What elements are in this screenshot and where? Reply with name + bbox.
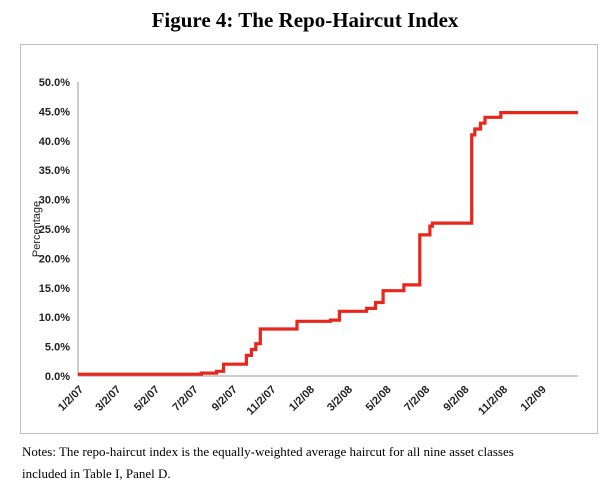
y-axis-label: Percentage [31,201,43,257]
x-tick-label: 3/2/08 [325,384,355,414]
x-tick-label: 9/2/07 [210,384,240,414]
y-tick-label: 35.0% [39,165,70,177]
x-tick-label: 5/2/07 [132,384,162,414]
x-tick-label: 11/2/08 [476,384,510,418]
x-tick-label: 1/2/08 [287,384,317,414]
y-tick-label: 45.0% [39,106,70,118]
y-tick-label: 25.0% [39,224,70,236]
y-tick-label: 20.0% [39,253,70,265]
x-tick-label: 11/2/07 [245,384,279,418]
x-tick-label: 1/2/07 [56,384,86,414]
chart-frame [20,44,598,434]
y-tick-label: 30.0% [39,195,70,207]
x-tick-label: 5/2/08 [364,384,394,414]
y-tick-label: 15.0% [39,283,70,295]
figure-notes: Notes: The repo-haircut index is the equ… [22,441,592,485]
notes-line-1: Notes: The repo-haircut index is the equ… [22,444,514,459]
y-tick-label: 5.0% [45,342,70,354]
x-tick-label: 3/2/07 [93,384,123,414]
chart-title: Figure 4: The Repo-Haircut Index [151,8,459,32]
notes-line-2: included in Table I, Panel D. [22,466,171,481]
x-tick-label: 7/2/07 [171,384,201,414]
y-axis-ticks: 0.0% 5.0% 10.0% 15.0% 20.0% 25.0% 30.0% 35.0% 40… [39,77,70,383]
series-line-repo-haircut-index [78,111,578,376]
y-tick-label: 0.0% [45,371,70,383]
x-tick-label: 7/2/08 [402,384,432,414]
repo-haircut-chart: 0.0% 5.0% 10.0% 15.0% 20.0% 25.0% 30.0% 35.0% 40… [31,77,578,418]
y-tick-label: 10.0% [39,312,70,324]
y-tick-label: 50.0% [39,77,70,89]
x-tick-label: 9/2/08 [441,384,471,414]
x-tick-label: 1/2/09 [519,384,549,414]
x-axis-ticks: 1/2/07 3/2/07 5/2/07 7/2/07 9/2/07 11/2/07 1/2… [56,384,549,418]
y-tick-label: 40.0% [39,136,70,148]
